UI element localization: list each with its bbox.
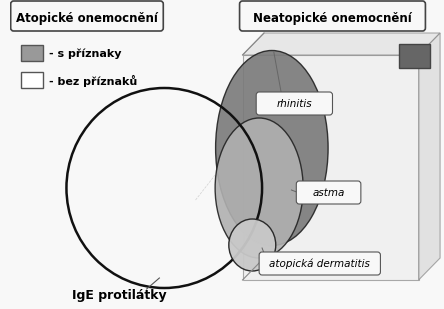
Text: - s příznaky: - s příznaky [49, 49, 121, 59]
Text: Atopické onemocnění: Atopické onemocnění [16, 11, 158, 24]
Bar [399, 44, 430, 68]
Bar [21, 72, 43, 88]
Text: atopická dermatitis: atopická dermatitis [270, 259, 370, 269]
Text: rhinitis: rhinitis [277, 99, 312, 109]
FancyBboxPatch shape [240, 1, 425, 31]
FancyBboxPatch shape [259, 252, 381, 275]
Text: Neatopické onemocnění: Neatopické onemocnění [253, 11, 412, 24]
FancyBboxPatch shape [296, 181, 361, 204]
FancyBboxPatch shape [256, 92, 333, 115]
FancyBboxPatch shape [11, 1, 163, 31]
Polygon shape [242, 55, 419, 280]
Text: - bez příznaků: - bez příznaků [49, 75, 137, 87]
Polygon shape [419, 33, 440, 280]
Ellipse shape [216, 50, 328, 245]
Ellipse shape [229, 219, 276, 271]
Ellipse shape [215, 118, 303, 258]
Text: astma: astma [313, 188, 345, 198]
Text: IgE protilátky: IgE protilátky [72, 289, 166, 302]
Polygon shape [242, 33, 440, 55]
Bar [21, 45, 43, 61]
